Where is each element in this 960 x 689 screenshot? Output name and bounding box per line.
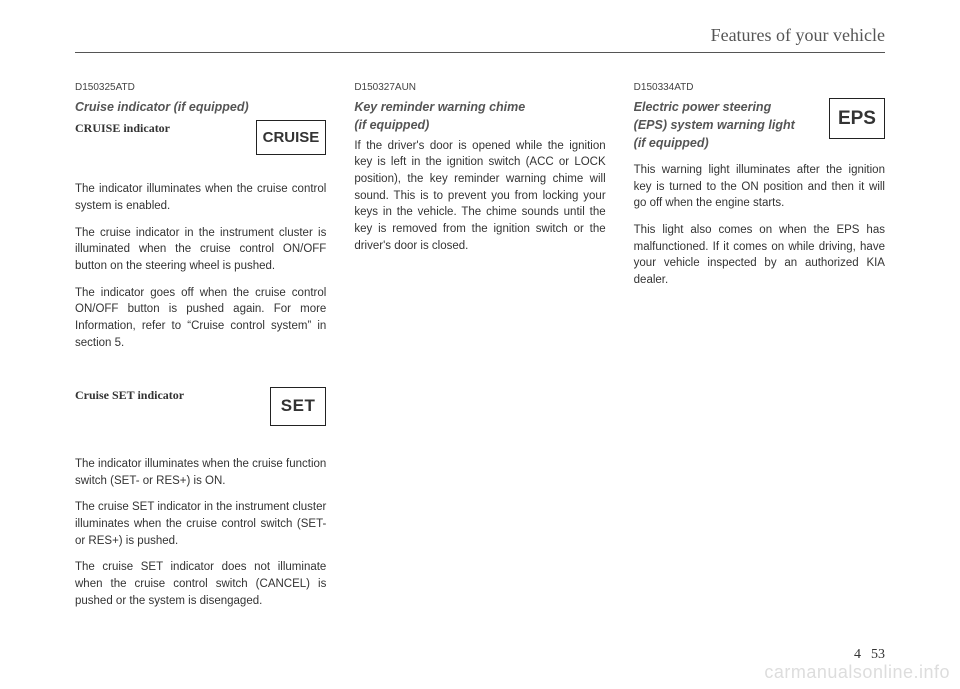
eps-title-row: EPS Electric power steering (EPS) system…	[634, 98, 885, 156]
eps-indicator-icon: EPS	[829, 98, 885, 140]
title-line-2: (if equipped)	[354, 118, 429, 132]
set-indicator-icon: SET	[270, 387, 327, 426]
section-title: Cruise indicator (if equipped)	[75, 98, 326, 116]
page-number: 4 53	[854, 647, 885, 663]
column-1: D150325ATD Cruise indicator (if equipped…	[75, 81, 326, 619]
paragraph: If the driver's door is opened while the…	[354, 138, 605, 255]
cruise-indicator-icon: CRUISE	[256, 120, 327, 156]
paragraph: The cruise SET indicator in the instrume…	[75, 499, 326, 549]
paragraph: The cruise indicator in the instrument c…	[75, 225, 326, 275]
page-number-value: 53	[871, 647, 885, 662]
section-code: D150327AUN	[354, 81, 605, 96]
title-line-3: (if equipped)	[634, 136, 709, 150]
paragraph: The cruise SET indicator does not illumi…	[75, 559, 326, 609]
chapter-header: Features of your vehicle	[75, 25, 885, 53]
title-line-1: Key reminder warning chime	[354, 100, 525, 114]
section-title: Electric power steering (EPS) system war…	[634, 98, 795, 152]
title-line-1: Electric power steering	[634, 100, 772, 114]
paragraph: This light also comes on when the EPS ha…	[634, 222, 885, 289]
paragraph: The indicator goes off when the cruise c…	[75, 285, 326, 352]
chapter-number: 4	[854, 647, 861, 662]
watermark: carmanualsonline.info	[764, 662, 950, 683]
paragraph: The indicator illuminates when the cruis…	[75, 181, 326, 214]
section-code: D150325ATD	[75, 81, 326, 96]
section-code: D150334ATD	[634, 81, 885, 96]
paragraph: This warning light illuminates after the…	[634, 162, 885, 212]
cruise-indicator-row: CRUISE CRUISE indicator	[75, 120, 326, 156]
section-title: Key reminder warning chime (if equipped)	[354, 98, 605, 134]
content-columns: D150325ATD Cruise indicator (if equipped…	[75, 81, 885, 619]
title-line-2: (EPS) system warning light	[634, 118, 795, 132]
paragraph: The indicator illuminates when the cruis…	[75, 456, 326, 489]
column-3: D150334ATD EPS Electric power steering (…	[634, 81, 885, 619]
column-2: D150327AUN Key reminder warning chime (i…	[354, 81, 605, 619]
set-indicator-row: SET Cruise SET indicator	[75, 387, 326, 426]
